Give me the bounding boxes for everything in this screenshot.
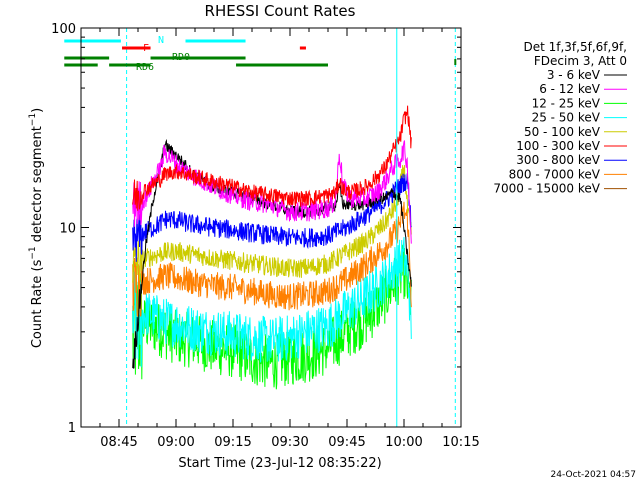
- y-tick-label: 10: [59, 222, 76, 237]
- legend-label: 300 - 800 keV: [516, 153, 600, 167]
- y-axis-label-end: ): [30, 108, 45, 113]
- legend-label: 3 - 6 keV: [547, 68, 601, 82]
- y-axis-label-mid: detector segment: [30, 126, 45, 246]
- series-layer: [132, 105, 412, 390]
- legend-header-line-2: FDecim 3, Att 0: [534, 54, 627, 68]
- x-tick-label: 09:45: [328, 435, 365, 450]
- legend-label: 100 - 300 keV: [516, 139, 600, 153]
- x-tick-label: 10:00: [385, 435, 422, 450]
- series-line: [132, 237, 412, 368]
- legend: Det 1f,3f,5f,6f,9f, FDecim 3, Att 0 3 - …: [493, 40, 627, 196]
- legend-label: 12 - 25 keV: [532, 96, 601, 110]
- axis-ticks: 08:45 09:00 09:15 09:30 09:45 10:00 10:15 1 10 10…: [51, 22, 480, 450]
- annotation-label: N: [158, 35, 164, 46]
- chart-title: RHESSI Count Rates: [205, 2, 356, 20]
- x-axis-label: Start Time (23-Jul-12 08:35:22): [178, 456, 381, 471]
- y-axis-label: Count Rate (s−1 detector segment−1): [28, 108, 45, 348]
- annotation-label: F: [143, 43, 149, 54]
- series-line: [132, 165, 412, 283]
- series-line: [132, 173, 412, 262]
- x-tick-label: 09:30: [271, 435, 308, 450]
- annotation-label: RD6: [136, 62, 154, 73]
- legend-label: 50 - 100 keV: [524, 125, 601, 139]
- y-axis-label-sup1: −1: [28, 246, 38, 259]
- legend-label: 25 - 50 keV: [532, 111, 601, 125]
- series-line: [132, 140, 412, 244]
- legend-header-line-1: Det 1f,3f,5f,6f,9f,: [523, 40, 627, 54]
- annotation-label: RD0: [172, 52, 190, 63]
- plot-area: NF RD0 RD6 08:45 09:00 09:15 09:30 09:45 10:00 1…: [51, 22, 480, 450]
- x-tick-label: 09:15: [214, 435, 251, 450]
- legend-label: 800 - 7000 keV: [509, 167, 601, 181]
- y-axis-label-main: Count Rate (s: [30, 259, 45, 348]
- y-tick-label: 100: [51, 22, 76, 37]
- x-tick-label: 10:15: [442, 435, 479, 450]
- legend-label: 7000 - 15000 keV: [493, 182, 600, 196]
- y-tick-label: 1: [68, 421, 76, 436]
- footer-timestamp: 24-Oct-2021 04:57: [551, 470, 636, 480]
- x-tick-label: 08:45: [100, 435, 137, 450]
- legend-label: 6 - 12 keV: [539, 82, 601, 96]
- series-line: [132, 201, 412, 317]
- series-line: [132, 105, 412, 211]
- y-axis-label-sup2: −1: [28, 113, 38, 126]
- x-tick-label: 09:00: [157, 435, 194, 450]
